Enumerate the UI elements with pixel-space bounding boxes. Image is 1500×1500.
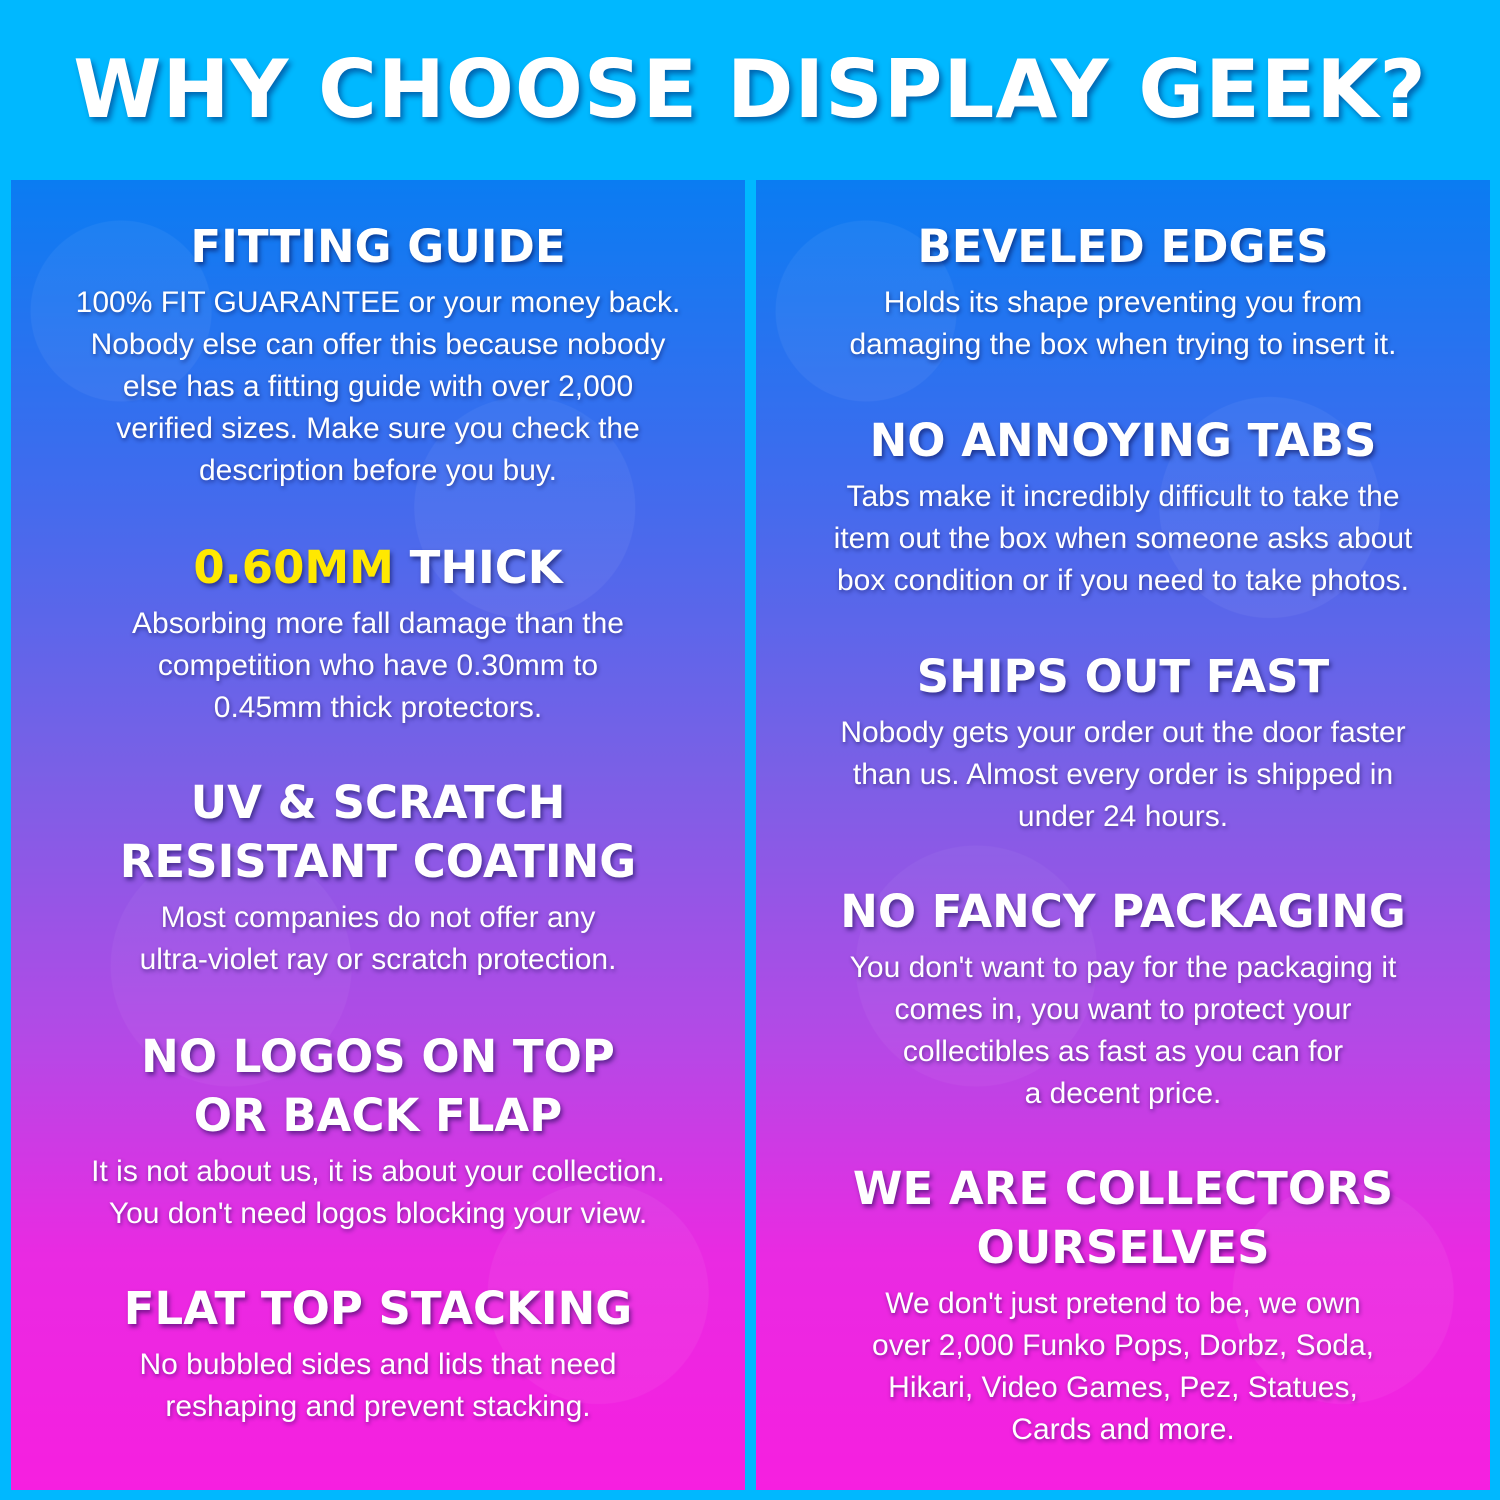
feature-description-line: Cards and more. — [1011, 1413, 1235, 1446]
feature-description-line: else has a fitting guide with over 2,000 — [122, 370, 634, 403]
feature-description-line: Tabs make it incredibly difficult to tak… — [846, 480, 1400, 513]
feature-description-line: Nobody else can offer this because nobod… — [90, 328, 666, 361]
feature-heading: OURSELVES — [756, 1218, 1490, 1277]
feature-description-line: a decent price. — [1024, 1077, 1222, 1110]
feature-description-line: than us. Almost every order is shipped i… — [852, 758, 1394, 791]
feature-description-line: reshaping and prevent stacking. — [165, 1390, 591, 1423]
feature-heading: FLAT TOP STACKING — [11, 1279, 745, 1338]
feature-description-line: Most companies do not offer any — [160, 901, 596, 934]
feature-heading: RESISTANT COATING — [11, 832, 745, 891]
feature-section: BEVELED EDGES Holds its shape preventing … — [756, 217, 1490, 366]
feature-description-line: 100% FIT GUARANTEE or your money back. — [75, 286, 681, 319]
feature-description-line: under 24 hours. — [1017, 800, 1229, 833]
feature-heading: FITTING GUIDE — [11, 217, 745, 276]
feature-section: UV & SCRATCH RESISTANT COATING Most compan… — [11, 773, 745, 981]
feature-description: Nobody gets your order out the door fast… — [756, 712, 1490, 838]
feature-heading-text: FITTING GUIDE — [190, 220, 566, 273]
feature-description: You don't want to pay for the packaging … — [756, 947, 1490, 1115]
feature-section: FLAT TOP STACKING No bubbled sides and li… — [11, 1279, 745, 1428]
feature-heading-text: NO FANCY PACKAGING — [840, 885, 1406, 938]
feature-description-line: comes in, you want to protect your — [894, 993, 1352, 1026]
feature-section: FITTING GUIDE 100% FIT GUARANTEE or your … — [11, 217, 745, 492]
feature-section: SHIPS OUT FAST Nobody gets your order out… — [756, 647, 1490, 838]
feature-description-line: We don't just pretend to be, we own — [885, 1287, 1361, 1320]
feature-section: NO FANCY PACKAGING You don't want to pay … — [756, 882, 1490, 1115]
feature-description: It is not about us, it is about your col… — [11, 1151, 745, 1235]
right-feature-panel: BEVELED EDGES Holds its shape preventing … — [756, 180, 1490, 1490]
feature-description-line: You don't want to pay for the packaging … — [849, 951, 1397, 984]
feature-description-line: verified sizes. Make sure you check the — [116, 412, 640, 445]
feature-description-line: No bubbled sides and lids that need — [139, 1348, 617, 1381]
feature-heading-text: THICK — [393, 541, 563, 594]
feature-description: No bubbled sides and lids that need resha… — [11, 1344, 745, 1428]
feature-heading: OR BACK FLAP — [11, 1086, 745, 1145]
feature-description-line: item out the box when someone asks about — [833, 522, 1413, 555]
feature-heading-highlight: 0.60MM — [193, 541, 394, 594]
feature-description-line: It is not about us, it is about your col… — [91, 1155, 665, 1188]
feature-description-line: collectibles as fast as you can for — [902, 1035, 1344, 1068]
feature-description: We don't just pretend to be, we own over … — [756, 1283, 1490, 1451]
feature-description-line: Nobody gets your order out the door fast… — [840, 716, 1406, 749]
feature-heading-text: FLAT TOP STACKING — [123, 1282, 633, 1335]
feature-heading-text: OURSELVES — [976, 1221, 1270, 1274]
feature-heading-text: NO ANNOYING TABS — [869, 414, 1377, 467]
feature-heading-text: WE ARE COLLECTORS — [852, 1162, 1394, 1215]
feature-description-line: box condition or if you need to take pho… — [836, 564, 1410, 597]
feature-description-line: ultra-violet ray or scratch protection. — [139, 943, 617, 976]
feature-description-line: Absorbing more fall damage than the — [132, 607, 624, 640]
feature-section: NO ANNOYING TABS Tabs make it incredibly … — [756, 411, 1490, 602]
feature-description-line: Holds its shape preventing you from — [883, 286, 1363, 319]
feature-heading: 0.60MM THICK — [11, 538, 745, 597]
feature-heading-text: RESISTANT COATING — [119, 835, 637, 888]
feature-heading-text: SHIPS OUT FAST — [916, 650, 1330, 703]
feature-description-line: 0.45mm thick protectors. — [213, 691, 543, 724]
feature-heading-text: BEVELED EDGES — [917, 220, 1329, 273]
page-title: WHY CHOOSE DISPLAY GEEK? — [73, 43, 1427, 136]
feature-heading-text: UV & SCRATCH — [190, 776, 566, 829]
feature-heading-text: OR BACK FLAP — [193, 1089, 563, 1142]
feature-description-line: You don't need logos blocking your view. — [108, 1197, 648, 1230]
feature-heading: NO ANNOYING TABS — [756, 411, 1490, 470]
feature-description: 100% FIT GUARANTEE or your money back. No… — [11, 282, 745, 492]
feature-description-line: description before you buy. — [199, 454, 557, 487]
left-feature-panel: FITTING GUIDE 100% FIT GUARANTEE or your … — [11, 180, 745, 1490]
feature-description-line: competition who have 0.30mm to — [157, 649, 599, 682]
feature-description: Absorbing more fall damage than the compe… — [11, 603, 745, 729]
feature-section: NO LOGOS ON TOP OR BACK FLAP It is not abo… — [11, 1027, 745, 1235]
feature-description-line: damaging the box when trying to insert i… — [849, 328, 1397, 361]
feature-description: Tabs make it incredibly difficult to tak… — [756, 476, 1490, 602]
feature-section: WE ARE COLLECTORS OURSELVES We don't just … — [756, 1159, 1490, 1451]
feature-heading: UV & SCRATCH — [11, 773, 745, 832]
feature-heading: NO LOGOS ON TOP — [11, 1027, 745, 1086]
feature-heading: SHIPS OUT FAST — [756, 647, 1490, 706]
feature-description-line: over 2,000 Funko Pops, Dorbz, Soda, — [872, 1329, 1374, 1362]
feature-heading: NO FANCY PACKAGING — [756, 882, 1490, 941]
feature-description-line: Hikari, Video Games, Pez, Statues, — [888, 1371, 1358, 1404]
feature-description: Most companies do not offer any ultra-vio… — [11, 897, 745, 981]
feature-section: 0.60MM THICK Absorbing more fall damage t… — [11, 538, 745, 729]
feature-heading-text: NO LOGOS ON TOP — [141, 1030, 615, 1083]
feature-heading: WE ARE COLLECTORS — [756, 1159, 1490, 1218]
feature-heading: BEVELED EDGES — [756, 217, 1490, 276]
feature-description: Holds its shape preventing you from damag… — [756, 282, 1490, 366]
